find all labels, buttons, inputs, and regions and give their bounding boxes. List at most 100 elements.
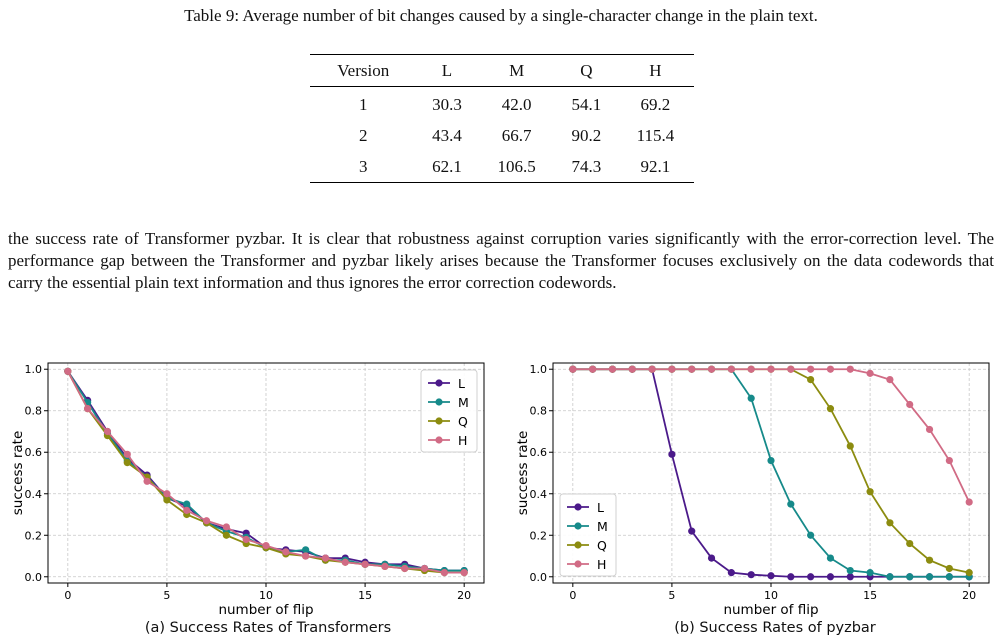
data-point-l xyxy=(846,573,854,581)
data-point-h xyxy=(84,405,92,413)
data-point-l xyxy=(807,573,815,581)
legend-swatch-marker xyxy=(435,398,443,406)
data-point-h xyxy=(222,523,230,531)
y-tick-label: 0.4 xyxy=(25,488,43,501)
col-header-q: Q xyxy=(580,60,593,80)
col-header-version: Version xyxy=(337,60,390,80)
data-point-h xyxy=(440,569,448,577)
data-point-m xyxy=(925,573,934,581)
data-point-q xyxy=(925,556,934,564)
data-point-h xyxy=(262,542,270,550)
x-tick-label: 0 xyxy=(569,589,576,602)
y-tick-label: 0.2 xyxy=(530,529,548,542)
data-point-h xyxy=(767,365,775,373)
data-point-h xyxy=(569,365,577,373)
data-point-l xyxy=(727,569,735,577)
legend-swatch-marker xyxy=(435,436,443,444)
data-point-h xyxy=(608,365,617,373)
y-tick-label: 1.0 xyxy=(530,363,548,376)
data-point-l xyxy=(688,527,696,535)
y-tick-label: 0.6 xyxy=(530,446,548,459)
table-cell: 66.7 xyxy=(501,125,532,145)
x-tick-label: 0 xyxy=(64,589,71,602)
data-point-m xyxy=(826,554,835,562)
data-point-m xyxy=(846,566,854,575)
data-point-h xyxy=(282,548,290,556)
table-cell: 92.1 xyxy=(640,156,671,176)
data-point-h xyxy=(925,425,934,434)
data-point-h xyxy=(64,367,72,375)
data-point-q xyxy=(807,376,815,384)
legend-box xyxy=(559,493,617,577)
data-point-m xyxy=(302,546,310,554)
table-cell: 30.3 xyxy=(432,94,462,114)
y-tick-label: 0.8 xyxy=(25,405,43,418)
data-point-m xyxy=(747,394,755,402)
legend-swatch-marker xyxy=(574,560,582,568)
y-tick-label: 0.4 xyxy=(530,488,548,501)
data-point-h xyxy=(420,564,429,573)
legend-label-l: L xyxy=(458,376,465,391)
x-tick-label: 5 xyxy=(163,589,170,602)
y-axis-label: success rate xyxy=(515,431,531,516)
data-point-h xyxy=(628,365,636,373)
data-point-q xyxy=(163,496,171,504)
data-point-h xyxy=(648,365,656,373)
x-tick-label: 10 xyxy=(764,589,778,602)
data-point-q xyxy=(222,531,230,539)
legend-swatch-marker xyxy=(435,379,443,387)
table-row: 2 43.4 66.7 90.2 115.4 xyxy=(310,120,694,151)
table-cell: 90.2 xyxy=(571,125,602,145)
x-tick-label: 15 xyxy=(358,589,372,602)
data-point-l xyxy=(668,450,676,458)
x-tick-label: 20 xyxy=(457,589,471,602)
x-tick-label: 15 xyxy=(863,589,877,602)
data-point-q xyxy=(866,488,874,496)
data-point-q xyxy=(123,459,131,467)
legend-swatch-marker xyxy=(574,503,582,511)
legend-label-m: M xyxy=(458,395,469,410)
data-point-l xyxy=(707,554,716,562)
data-point-h xyxy=(826,365,835,373)
data-point-h xyxy=(965,498,973,506)
x-axis-label: number of flip xyxy=(218,602,313,618)
data-point-h xyxy=(341,558,349,566)
legend-label-m: M xyxy=(597,519,608,534)
data-point-h xyxy=(401,564,409,573)
x-tick-label: 10 xyxy=(259,589,273,602)
data-point-q xyxy=(906,539,914,548)
data-point-h xyxy=(945,456,953,465)
data-point-q xyxy=(886,519,894,527)
chart-pyzbar: 0 5 10 15 20 0.0 0.2 0.4 0.6 0.8 1.0 number of flip… xyxy=(515,362,990,618)
series-h xyxy=(64,367,468,577)
data-point-q xyxy=(826,405,835,413)
data-point-h xyxy=(183,506,191,514)
data-point-h xyxy=(707,365,716,373)
x-axis-label: number of flip xyxy=(723,602,818,618)
subcaption-a: (a) Success Rates of Transformers xyxy=(144,620,392,636)
data-point-m xyxy=(866,569,874,577)
table-header-row: Version L M Q H xyxy=(310,54,694,87)
table-cell: 74.3 xyxy=(571,156,602,176)
subcaption-b: (b) Success Rates of pyzbar xyxy=(674,620,876,636)
data-point-h xyxy=(787,365,795,373)
data-point-h xyxy=(103,427,112,436)
table-cell: 2 xyxy=(358,125,368,145)
data-point-m xyxy=(807,531,815,539)
data-point-h xyxy=(846,365,854,373)
data-point-l xyxy=(747,571,755,579)
data-point-l xyxy=(767,572,775,580)
data-point-h xyxy=(163,490,171,498)
col-header-m: M xyxy=(509,60,525,80)
data-point-h xyxy=(747,365,755,373)
table-cell: 69.2 xyxy=(640,94,671,114)
data-point-h xyxy=(727,365,735,373)
col-header-h: H xyxy=(649,60,662,80)
y-tick-label: 1.0 xyxy=(25,363,43,376)
series-h xyxy=(569,365,973,506)
data-point-m xyxy=(945,573,953,581)
data-point-h xyxy=(361,560,369,568)
data-point-h xyxy=(381,562,389,570)
data-point-q xyxy=(846,442,854,450)
